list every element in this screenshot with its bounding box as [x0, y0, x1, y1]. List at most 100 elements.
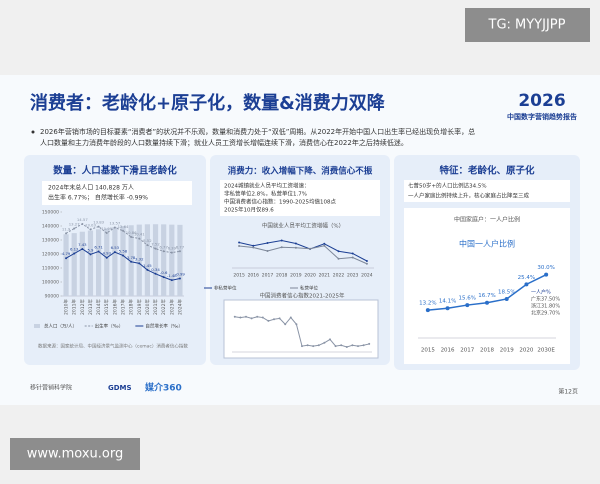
bar	[177, 224, 183, 296]
bar	[136, 224, 142, 296]
x-tick-label: 2017	[460, 348, 474, 354]
point	[301, 345, 303, 348]
y-tick-label: 90000	[45, 294, 59, 300]
y-tick-label: 100000	[42, 280, 59, 286]
point	[170, 279, 173, 282]
footer-logo: 媒介360	[144, 382, 182, 394]
point	[351, 252, 354, 255]
point	[284, 323, 287, 326]
legend-label: 出生率（‰）	[95, 323, 124, 330]
x-tick-label: 2019	[500, 348, 514, 354]
chart-title: 中国就业人员平均工资增幅（%）	[262, 222, 344, 230]
bar	[63, 234, 69, 296]
line	[65, 223, 181, 254]
point	[178, 250, 181, 253]
info-text: 出生率 6.77%； 自然增长率 -0.99%	[48, 194, 148, 202]
point	[122, 229, 124, 232]
point	[238, 241, 241, 244]
point	[309, 247, 312, 250]
bar	[95, 229, 102, 296]
point	[130, 235, 133, 238]
chart-title: 中国家庭户：一人户比例	[454, 216, 520, 224]
info-box	[404, 180, 570, 202]
point	[295, 323, 298, 326]
x-tick-label: 2030E	[537, 348, 555, 354]
legend-swatch	[34, 324, 40, 328]
data-label: -0.6	[160, 270, 168, 275]
data-label: 8.52	[143, 238, 152, 243]
data-label: 12.64	[118, 224, 129, 229]
data-label: 30.0%	[537, 265, 554, 271]
y-tick-label: 140000	[42, 224, 59, 230]
point	[252, 246, 255, 249]
x-tick-label: 2019	[290, 273, 302, 279]
point	[89, 228, 92, 231]
point	[122, 254, 124, 257]
point	[351, 344, 354, 347]
point	[65, 257, 68, 260]
watermark: TG: MYYJJPP	[488, 18, 566, 33]
line	[239, 245, 368, 265]
point	[294, 242, 297, 245]
data-label: 7.43	[78, 242, 87, 247]
point	[357, 345, 359, 348]
point	[73, 252, 76, 255]
point	[73, 227, 76, 230]
point	[465, 303, 470, 308]
x-tick-label: 2021年	[152, 299, 159, 315]
point	[105, 232, 108, 235]
x-tick-label: 2022	[333, 273, 345, 279]
y-tick-label: 110000	[42, 266, 59, 272]
annotation: 一人户%	[531, 289, 551, 296]
data-label: 11.99	[101, 226, 112, 231]
point	[266, 242, 269, 244]
data-label: 15.6%	[459, 296, 476, 302]
bullet-dot	[31, 130, 35, 134]
x-tick-label: 2021	[319, 273, 331, 279]
info-text: 一人户家庭比例持续上升，核心家庭占比降至三成	[408, 192, 530, 200]
x-tick-label: 2019年	[136, 299, 143, 315]
point	[138, 262, 141, 265]
point	[294, 246, 297, 249]
point	[250, 317, 253, 320]
point	[425, 308, 430, 313]
point	[256, 315, 259, 318]
y-tick-label: 150000	[42, 210, 59, 216]
annotation: 北京29.70%	[531, 310, 560, 317]
bar	[152, 224, 159, 296]
point	[113, 251, 116, 254]
x-tick-label: 2015	[421, 348, 435, 354]
info-box	[42, 181, 192, 205]
point	[138, 237, 141, 240]
point	[289, 316, 292, 319]
slide-title: 消费者：老龄化+原子化，数量&消费力双降	[30, 92, 386, 114]
x-tick-label: 2018	[480, 348, 494, 354]
logo: 2026	[518, 91, 565, 111]
data-label: 6.77	[159, 244, 168, 249]
point	[365, 260, 368, 262]
data-label: 10.41	[134, 232, 145, 237]
x-tick-label: 2020	[304, 273, 316, 279]
footer-logo: 移针营销科学院	[30, 384, 72, 392]
chart-title: 中国消费者信心指数2021-2025年	[260, 292, 345, 300]
bar	[87, 230, 94, 296]
x-tick-label: 2018	[276, 273, 288, 279]
point	[162, 276, 165, 279]
point	[544, 272, 549, 277]
data-label: 6.71	[94, 245, 103, 250]
data-label: 1.45	[143, 263, 152, 268]
x-tick-label: 2014年	[95, 299, 102, 315]
bar	[128, 225, 134, 296]
point	[154, 272, 157, 275]
x-tick-label: 2017年	[120, 299, 127, 315]
x-tick-label: 2023年	[168, 299, 175, 315]
annotation: 广东37.50%	[531, 296, 560, 303]
x-tick-label: 2015	[233, 273, 245, 279]
x-tick-label: 2015年	[103, 299, 110, 315]
point	[337, 257, 340, 260]
x-tick-label: 2016年	[111, 299, 118, 315]
watermark-box	[465, 8, 590, 42]
x-tick-label: 2016	[248, 273, 260, 279]
point	[105, 256, 108, 259]
point	[81, 223, 84, 226]
